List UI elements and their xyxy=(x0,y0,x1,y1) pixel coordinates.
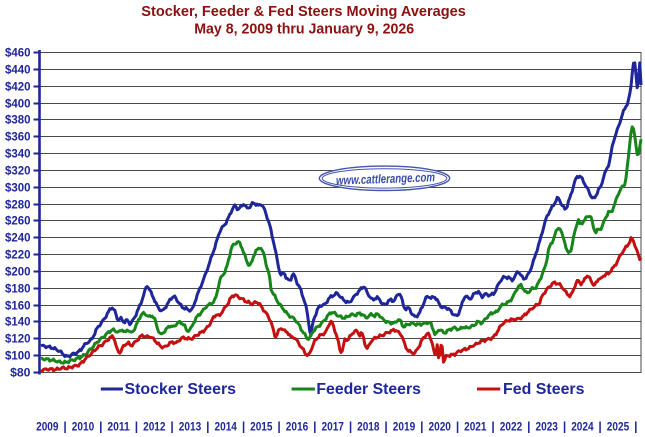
svg-text:$440: $440 xyxy=(5,63,31,77)
svg-text:Fed Steers: Fed Steers xyxy=(503,381,585,398)
svg-text:$260: $260 xyxy=(5,214,31,228)
svg-text:$180: $180 xyxy=(5,282,31,296)
svg-text:|: | xyxy=(242,420,245,434)
svg-text:2025: 2025 xyxy=(607,420,630,434)
svg-text:|: | xyxy=(598,420,601,434)
svg-text:2019: 2019 xyxy=(393,420,416,434)
svg-text:$360: $360 xyxy=(5,130,31,144)
svg-text:2010: 2010 xyxy=(72,420,95,434)
svg-text:2009: 2009 xyxy=(36,420,59,434)
svg-text:2015: 2015 xyxy=(250,420,273,434)
svg-text:$240: $240 xyxy=(5,231,31,245)
svg-text:|: | xyxy=(63,420,66,434)
svg-text:$300: $300 xyxy=(5,181,31,195)
svg-text:2016: 2016 xyxy=(286,420,309,434)
svg-text:$280: $280 xyxy=(5,198,31,212)
svg-text:2017: 2017 xyxy=(322,420,345,434)
svg-text:2011: 2011 xyxy=(107,420,130,434)
svg-text:|: | xyxy=(349,420,352,434)
svg-text:$320: $320 xyxy=(5,164,31,178)
svg-text:$100: $100 xyxy=(5,349,31,363)
svg-text:www.cattlerange.com: www.cattlerange.com xyxy=(336,170,435,187)
svg-text:$460: $460 xyxy=(5,46,31,60)
svg-text:2024: 2024 xyxy=(571,420,594,434)
svg-text:$160: $160 xyxy=(5,299,31,313)
svg-text:|: | xyxy=(313,420,316,434)
svg-text:Feeder Steers: Feeder Steers xyxy=(316,381,421,398)
svg-text:$140: $140 xyxy=(5,315,31,329)
svg-text:2014: 2014 xyxy=(215,420,238,434)
svg-text:|: | xyxy=(456,420,459,434)
svg-text:$380: $380 xyxy=(5,113,31,127)
svg-text:$420: $420 xyxy=(5,80,31,94)
svg-text:$220: $220 xyxy=(5,248,31,262)
svg-text:2012: 2012 xyxy=(143,420,166,434)
svg-text:Stocker Steers: Stocker Steers xyxy=(125,381,237,398)
svg-text:|: | xyxy=(99,420,102,434)
svg-text:$400: $400 xyxy=(5,97,31,111)
svg-text:2020: 2020 xyxy=(429,420,452,434)
svg-text:|: | xyxy=(277,420,280,434)
svg-text:2023: 2023 xyxy=(536,420,559,434)
svg-text:2018: 2018 xyxy=(357,420,380,434)
svg-text:2013: 2013 xyxy=(179,420,202,434)
svg-text:$200: $200 xyxy=(5,265,31,279)
svg-text:|: | xyxy=(170,420,173,434)
svg-text:Stocker, Feeder & Fed Steers M: Stocker, Feeder & Fed Steers Moving Aver… xyxy=(141,4,466,20)
svg-text:|: | xyxy=(384,420,387,434)
svg-text:$80: $80 xyxy=(10,366,31,380)
svg-text:|: | xyxy=(491,420,494,434)
svg-text:May 8, 2009 thru January 9, 20: May 8, 2009 thru January 9, 2026 xyxy=(194,22,414,38)
svg-text:$340: $340 xyxy=(5,147,31,161)
svg-text:|: | xyxy=(206,420,209,434)
svg-text:|: | xyxy=(135,420,138,434)
svg-text:2022: 2022 xyxy=(500,420,523,434)
svg-text:|: | xyxy=(420,420,423,434)
svg-text:2021: 2021 xyxy=(464,420,487,434)
svg-text:|: | xyxy=(527,420,530,434)
svg-text:|: | xyxy=(563,420,566,434)
svg-text:|: | xyxy=(634,420,637,434)
svg-text:$120: $120 xyxy=(5,332,31,346)
